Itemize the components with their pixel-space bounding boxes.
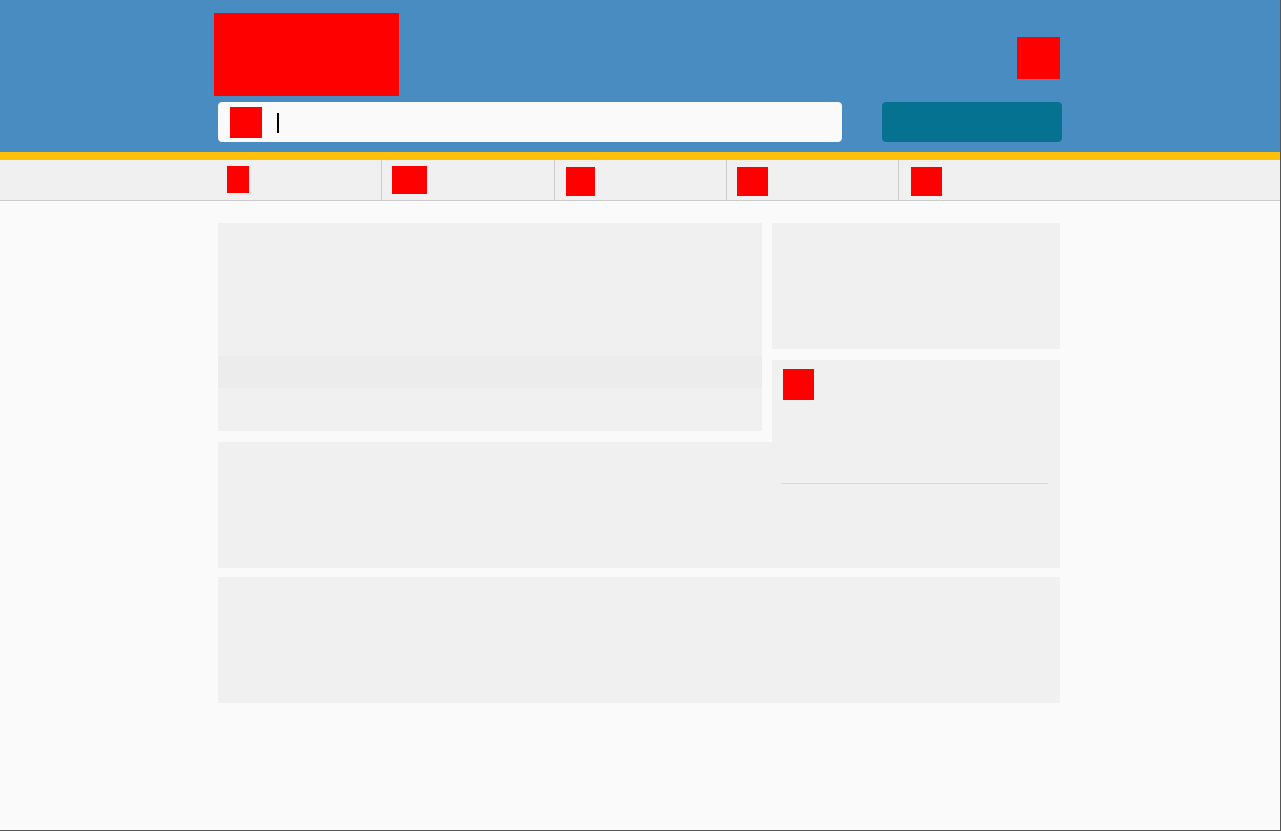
search-button[interactable] [882,102,1062,142]
accent-bar [0,152,1280,160]
nav-icon-3 [566,167,595,196]
nav-item-5[interactable] [899,160,1061,200]
nav-item-3[interactable] [555,160,726,200]
account-icon[interactable] [1017,37,1060,79]
nav-divider [554,160,555,200]
category-nav [0,160,1280,201]
site-header [0,0,1280,152]
nav-item-1[interactable] [218,160,381,200]
featured-panel [218,223,762,431]
widget-icon[interactable] [783,369,814,400]
text-caret [277,113,279,133]
nav-divider [898,160,899,200]
nav-divider [726,160,727,200]
nav-item-4[interactable] [727,160,898,200]
nav-icon-4 [737,167,768,196]
logo-icon[interactable] [214,13,399,96]
featured-caption-strip [218,356,762,388]
sidebar-widget [772,360,1060,568]
search-input[interactable] [274,108,834,136]
nav-divider [381,160,382,200]
content-panel-middle [218,442,772,568]
search-icon[interactable] [230,107,262,138]
content-panel-bottom [218,577,1060,703]
nav-icon-2 [392,166,427,194]
widget-divider [781,483,1048,484]
nav-item-2[interactable] [382,160,554,200]
nav-icon-5 [911,167,942,196]
nav-icon-1 [227,166,249,193]
search-box [218,102,842,142]
sidebar-panel-top [772,223,1060,349]
